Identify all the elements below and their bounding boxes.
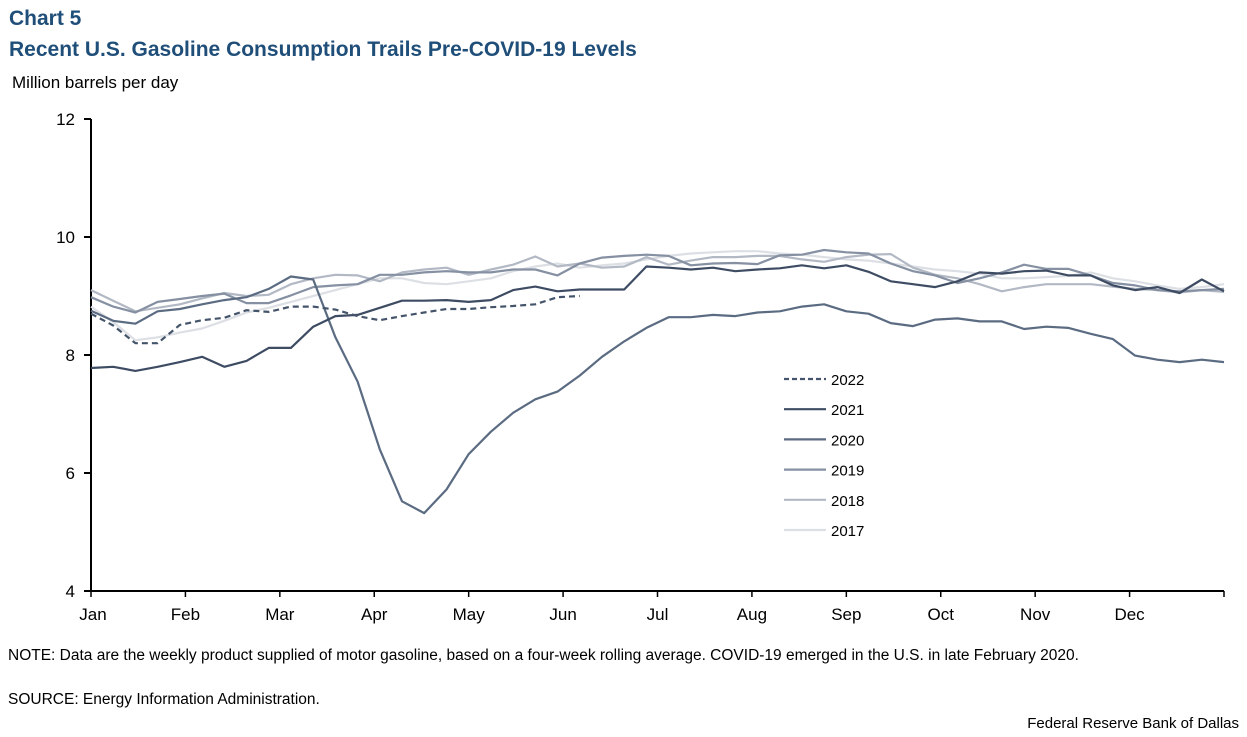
axes [90,119,1224,592]
legend: 2022 2021 2020 2019 2018 2017 [784,372,864,540]
legend-label-2020: 2020 [831,432,864,449]
y-tick-label: 8 [66,346,75,365]
x-tick-label: Feb [171,605,200,624]
legend-label-2022: 2022 [831,372,864,389]
series-line-2019 [90,248,1225,314]
x-tick-label: May [453,605,486,624]
x-tick-label: Nov [1020,605,1051,624]
legend-label-2018: 2018 [831,493,864,510]
x-tick-label: Mar [265,605,295,624]
credit-line: Federal Reserve Bank of Dallas [1027,715,1239,732]
legend-label-2021: 2021 [831,402,864,419]
y-axis-unit-label: Million barrels per day [12,73,179,92]
series-line-2017 [90,250,1225,342]
x-tick-label: Jan [79,605,106,624]
x-tick-label: Jul [647,605,669,624]
x-tick-label: Sep [831,605,861,624]
x-tick-label: Aug [737,605,767,624]
y-tick-label: 12 [56,110,75,129]
footnote-note: NOTE: Data are the weekly product suppli… [8,647,1079,664]
legend-label-2017: 2017 [831,523,864,540]
x-tick-label: Apr [361,605,388,624]
line-chart: 4 6 8 10 12 Jan Feb Mar Apr May Jun Jul Aug Sep Oct No… [56,110,1225,624]
y-ticks: 4 6 8 10 12 [56,110,91,601]
x-tick-label: Oct [928,605,955,624]
x-tick-label: Jun [549,605,576,624]
y-tick-label: 4 [66,582,75,601]
series-line-2018 [90,253,1225,313]
x-tick-label: Dec [1114,605,1145,624]
series-lines [90,248,1225,515]
x-ticks: Jan Feb Mar Apr May Jun Jul Aug Sep Oct Nov Dec [79,591,1225,624]
series-line-2020 [90,275,1225,515]
y-tick-label: 6 [66,464,75,483]
y-tick-label: 10 [56,228,75,247]
footnote-source: SOURCE: Energy Information Administratio… [8,691,320,708]
series-line-2022 [90,294,580,345]
series-line-2021 [90,264,1225,372]
chart-title: Recent U.S. Gasoline Consumption Trails … [9,38,637,61]
chart-number: Chart 5 [9,7,82,30]
legend-label-2019: 2019 [831,463,864,480]
